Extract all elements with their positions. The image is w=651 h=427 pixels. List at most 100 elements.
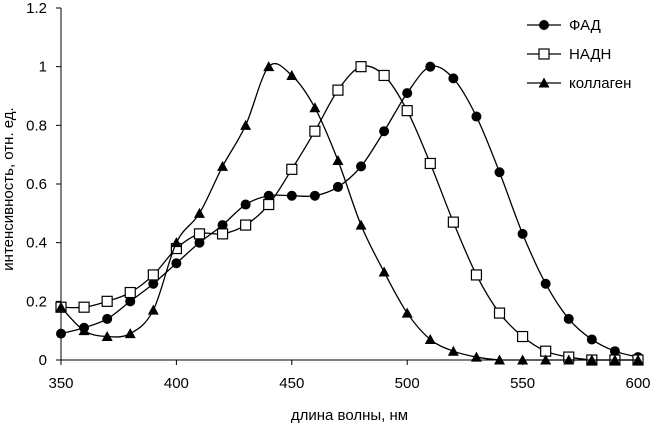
data-point-fad [263, 190, 274, 201]
y-axis-title: интенсивность, отн. ед. [0, 107, 17, 270]
data-point-collagen [101, 331, 113, 342]
data-point-fad [586, 334, 597, 345]
data-point-collagen [401, 307, 413, 318]
data-point-nadh [401, 105, 413, 117]
series-line-nadh [60, 65, 638, 361]
data-point-collagen [332, 155, 344, 166]
legend-label-collagen: коллаген [569, 75, 631, 92]
series-line-fad [60, 65, 639, 358]
data-point-nadh [216, 228, 229, 240]
data-point-collagen [424, 333, 436, 344]
data-point-fad [148, 278, 159, 289]
data-point-collagen [355, 219, 367, 230]
data-point-collagen [378, 266, 390, 277]
data-point-collagen [494, 354, 506, 365]
data-point-fad [194, 237, 205, 248]
data-point-fad [402, 88, 413, 99]
series-line-collagen [60, 62, 638, 361]
data-point-collagen [563, 354, 575, 365]
data-point-collagen [263, 61, 275, 72]
data-point-nadh [516, 330, 529, 343]
data-point-fad [379, 126, 390, 137]
data-point-nadh [332, 84, 344, 96]
y-tick-label: 1.2 [26, 0, 47, 17]
series-collagen [55, 61, 644, 365]
data-point-fad [240, 199, 251, 210]
data-point-fad [171, 258, 182, 269]
data-point-collagen [286, 69, 298, 80]
x-tick-label: 550 [510, 375, 535, 392]
legend-marker-collagen [538, 77, 550, 88]
data-point-collagen [170, 237, 182, 248]
data-point-fad [517, 228, 528, 239]
legend-item-fad: ФАД [527, 17, 601, 34]
data-point-collagen [586, 354, 598, 365]
legend-item-nadh: НАДН [527, 46, 611, 63]
data-point-fad [125, 296, 136, 307]
data-point-collagen [517, 354, 529, 365]
data-point-fad [494, 167, 505, 178]
y-tick-label: 0.8 [26, 117, 47, 134]
data-point-nadh [424, 157, 436, 170]
data-point-fad [332, 181, 343, 192]
data-point-fad [609, 346, 620, 357]
data-point-nadh [378, 69, 390, 82]
data-point-fad [286, 190, 297, 201]
data-point-collagen [632, 354, 644, 365]
data-point-fad [102, 313, 113, 324]
data-point-nadh [470, 269, 483, 281]
x-tick-label: 600 [625, 375, 650, 392]
data-point-nadh [147, 269, 159, 281]
data-point-collagen [147, 304, 159, 315]
x-tick-label: 450 [279, 375, 304, 392]
data-point-nadh [240, 219, 252, 231]
data-point-fad [56, 328, 66, 339]
legend-label-nadh: НАДН [569, 46, 611, 63]
series-nadh [55, 61, 644, 366]
data-point-collagen [55, 301, 67, 312]
data-point-collagen [540, 354, 552, 365]
data-point-fad [356, 161, 367, 172]
data-point-fad [471, 111, 482, 122]
series-fad [56, 61, 643, 363]
data-point-fad [425, 61, 436, 72]
data-point-collagen [240, 119, 252, 130]
data-point-fad [540, 278, 551, 289]
legend: ФАД НАДН коллаген [527, 17, 631, 92]
data-point-nadh [309, 125, 321, 137]
y-tick-label: 0.4 [26, 235, 47, 252]
data-point-collagen [309, 102, 321, 113]
data-point-collagen [609, 354, 621, 365]
data-point-collagen [193, 207, 205, 218]
data-point-nadh [286, 163, 298, 175]
data-point-nadh [78, 301, 90, 313]
legend-label-fad: ФАД [569, 17, 601, 34]
data-point-nadh [493, 307, 506, 319]
data-point-nadh [193, 228, 206, 240]
y-tick-label: 0.6 [26, 176, 47, 193]
x-tick-label: 400 [164, 375, 189, 392]
x-axis-title: длина волны, нм [291, 407, 408, 424]
x-tick-label: 500 [395, 375, 420, 392]
data-point-fad [563, 313, 574, 324]
y-axis-ticks: 0 0.2 0.4 0.6 0.8 1 1.2 [26, 0, 61, 369]
data-point-collagen [78, 325, 90, 336]
data-point-collagen [470, 351, 482, 362]
data-point-collagen [447, 345, 459, 356]
x-axis-ticks: 350 400 450 500 550 600 [48, 360, 651, 392]
data-point-nadh [447, 216, 459, 228]
data-point-nadh [263, 198, 275, 211]
data-point-fad [217, 220, 228, 231]
data-point-fad [309, 190, 320, 201]
data-point-fad [448, 73, 459, 84]
data-point-collagen [124, 328, 136, 339]
y-tick-label: 1 [39, 59, 47, 76]
plot-area: 0 0.2 0.4 0.6 0.8 1 1.2 350 400 450 500 550 600 [26, 0, 650, 392]
data-point-nadh [101, 295, 113, 307]
legend-marker-fad [539, 20, 549, 30]
data-point-nadh [355, 61, 367, 73]
legend-marker-nadh [538, 48, 550, 60]
legend-item-collagen: коллаген [527, 75, 631, 92]
data-point-nadh [124, 286, 136, 299]
